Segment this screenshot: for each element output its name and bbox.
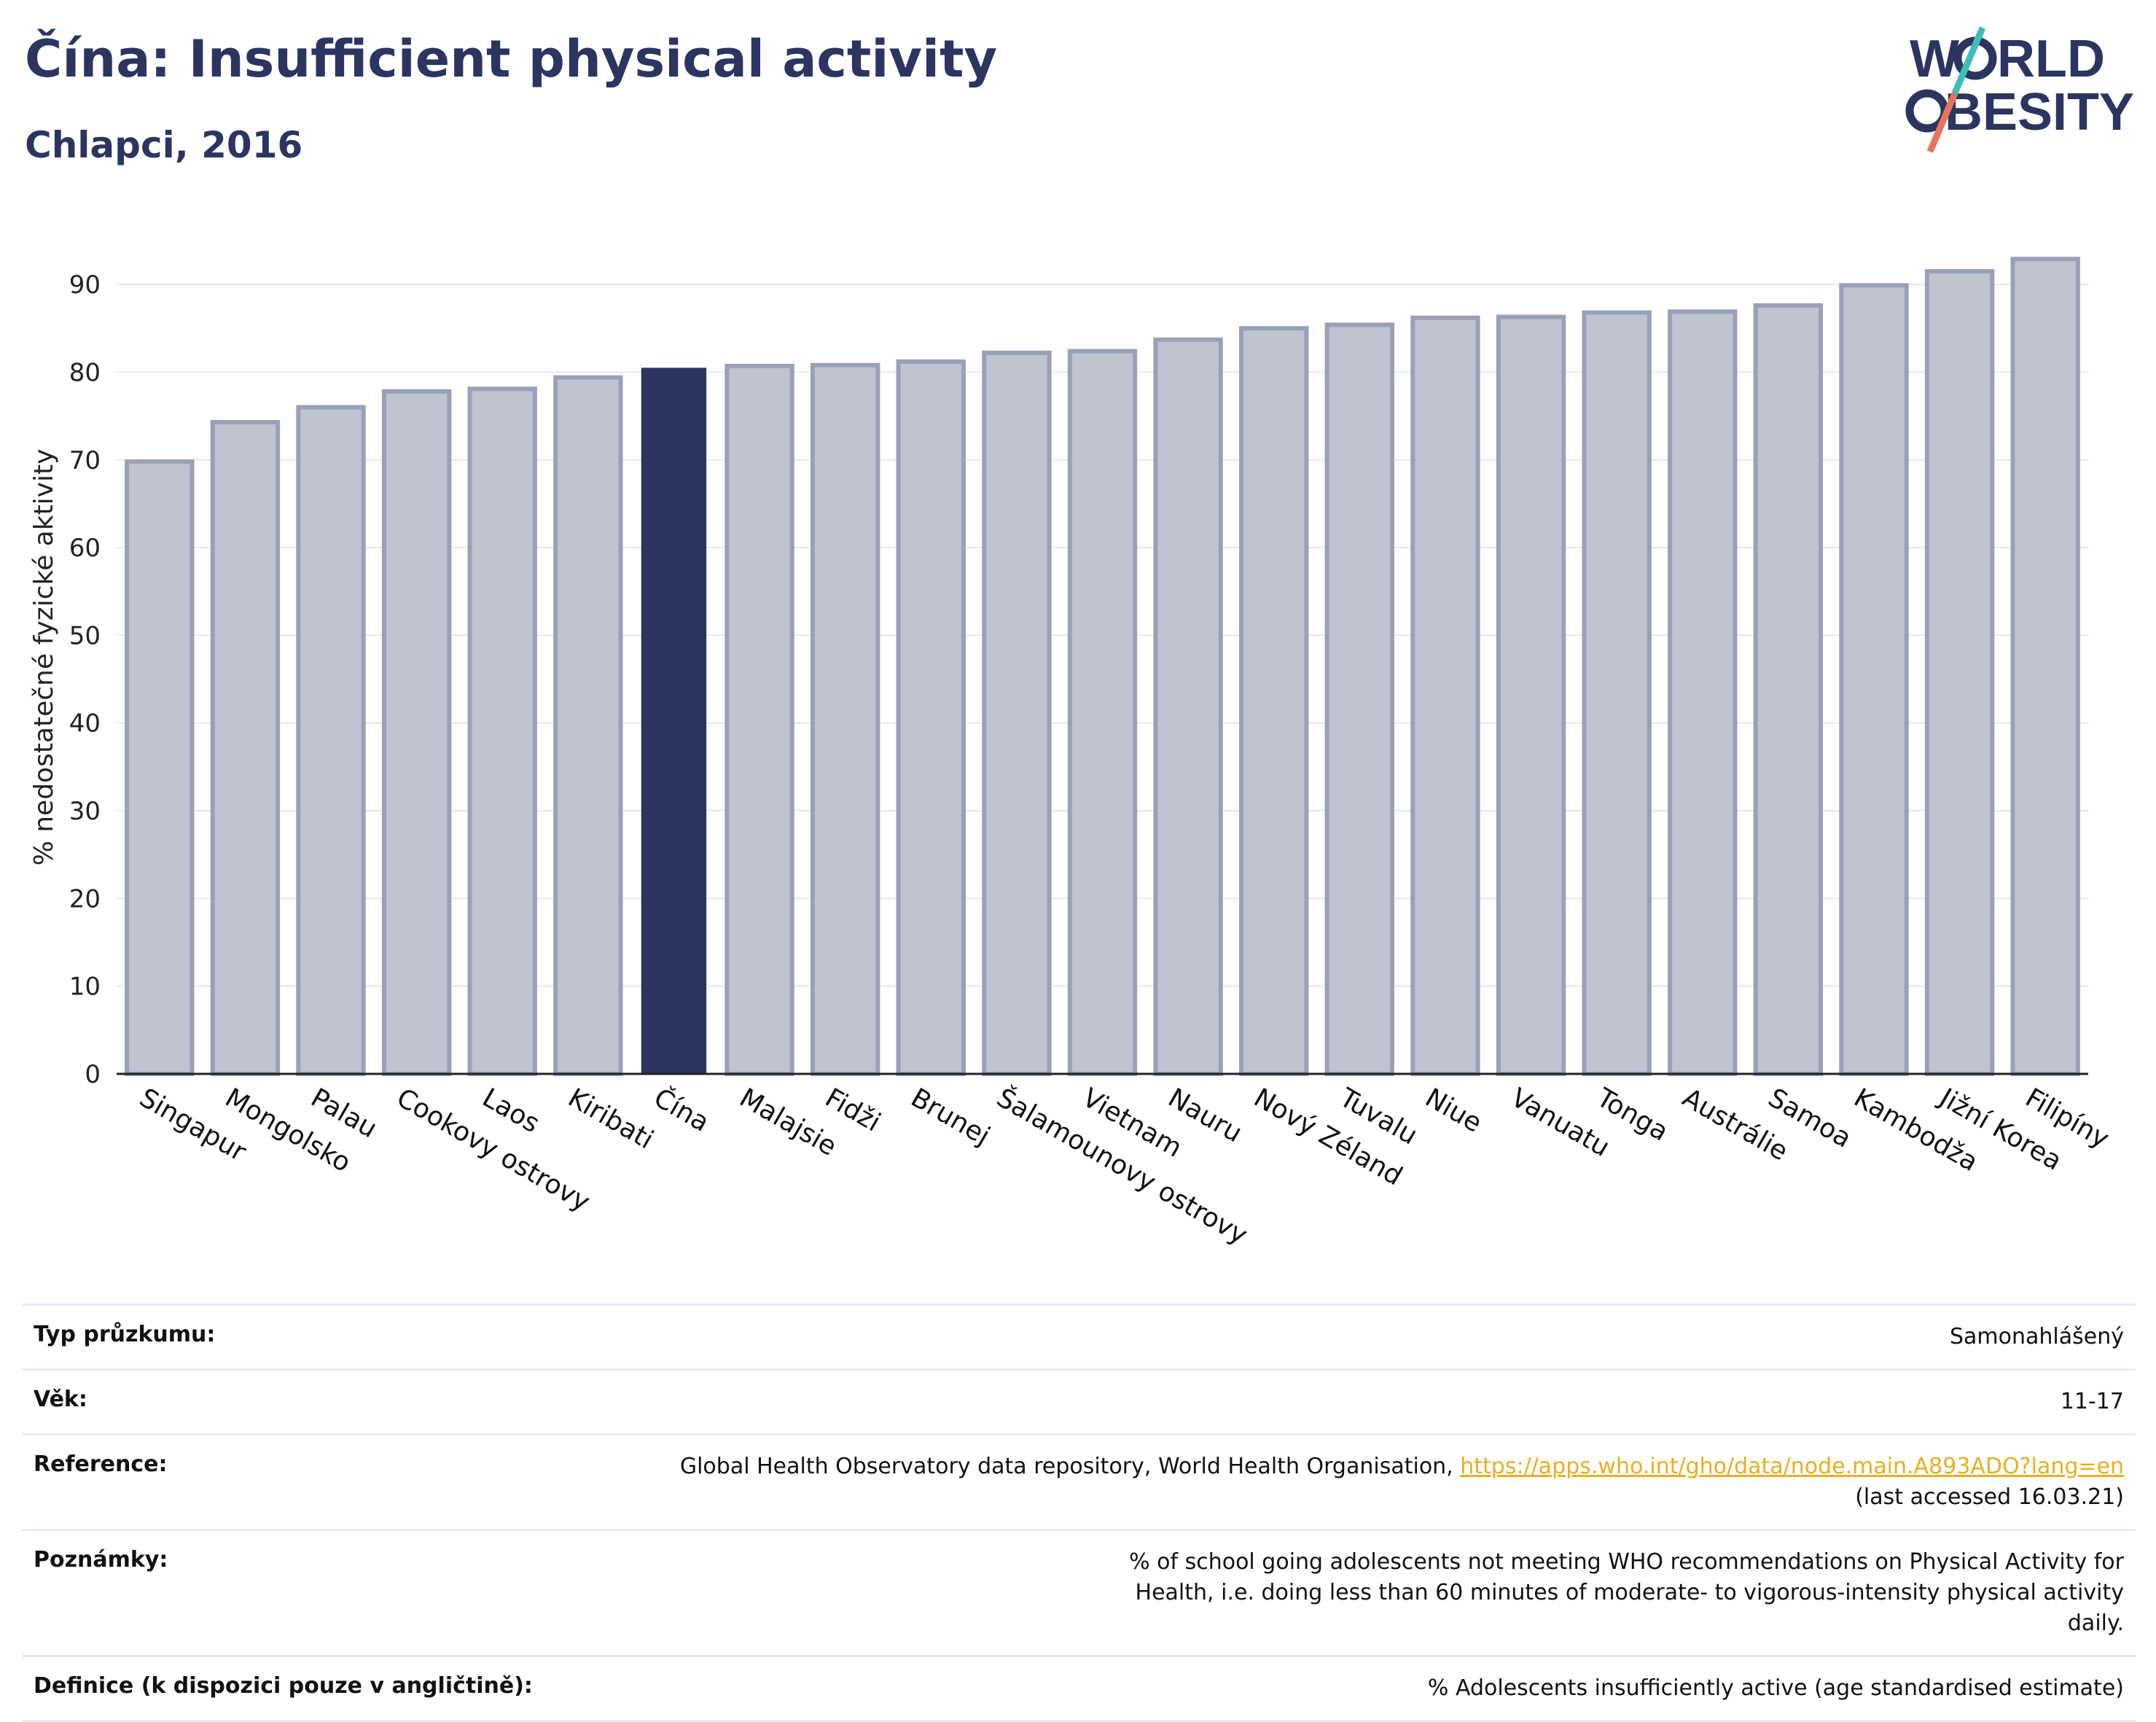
y-tick-label: 70 xyxy=(69,446,101,475)
meta-value: % of school going adolescents not meetin… xyxy=(555,1529,2136,1656)
page-subtitle: Chlapci, 2016 xyxy=(25,124,303,166)
reference-text: Global Health Observatory data repositor… xyxy=(679,1454,1461,1479)
world-obesity-logo: W RLD BESITY xyxy=(1905,26,2134,153)
y-tick-label: 80 xyxy=(69,358,101,387)
x-tick-label: Nový Zéland xyxy=(1249,1083,1407,1191)
svg-text:RLD: RLD xyxy=(1997,30,2105,88)
page-title: Čína: Insufficient physical activity xyxy=(25,29,998,89)
meta-row-survey-type: Typ průzkumu: Samonahlášený xyxy=(22,1304,2136,1370)
meta-value: Global Health Observatory data repositor… xyxy=(555,1433,2136,1530)
bar xyxy=(982,351,1052,1076)
bar-chart: 0 10 20 30 40 50 60 70 80 90 % nedostatečné fyzick… xyxy=(29,257,2114,1250)
meta-label: Poznámky: xyxy=(22,1529,555,1656)
bar xyxy=(1924,269,1995,1077)
y-axis-label: % nedostatečné fyzické aktivity xyxy=(29,449,59,866)
bar xyxy=(381,389,452,1076)
bar xyxy=(296,405,366,1076)
bar xyxy=(810,362,880,1076)
y-tick-label: 60 xyxy=(69,534,101,563)
meta-row-age: Věk: 11-17 xyxy=(22,1368,2136,1435)
svg-text:BESITY: BESITY xyxy=(1945,83,2134,141)
x-tick-label: Niue xyxy=(1420,1083,1486,1138)
meta-label: Věk: xyxy=(22,1368,555,1435)
y-tick-label: 0 xyxy=(85,1060,101,1089)
bar xyxy=(1496,314,1566,1077)
bar xyxy=(896,359,966,1077)
meta-value: Samonahlášený xyxy=(555,1304,2136,1370)
svg-text:W: W xyxy=(1910,30,1959,88)
meta-label: Reference: xyxy=(22,1433,555,1530)
reference-accessed: (last accessed 16.03.21) xyxy=(1855,1484,2124,1510)
bar xyxy=(1839,283,1909,1076)
bar xyxy=(1067,348,1138,1076)
bar xyxy=(1753,303,1824,1076)
x-tick-label: Brunej xyxy=(906,1083,995,1151)
meta-row-definition: Definice (k dispozici pouze v angličtině… xyxy=(22,1655,2136,1722)
meta-value: % Adolescents insufficiently active (age… xyxy=(555,1655,2136,1722)
metadata-table: Typ průzkumu: Samonahlášený Věk: 11-17 R… xyxy=(22,1304,2136,1722)
x-tick-label: Malajsie xyxy=(735,1083,842,1162)
bar xyxy=(641,367,707,1074)
meta-label: Definice (k dispozici pouze v angličtině… xyxy=(22,1655,555,1722)
meta-value: 11-17 xyxy=(555,1368,2136,1435)
y-tick-label: 90 xyxy=(69,270,101,300)
reference-link[interactable]: https://apps.who.int/gho/data/node.main.… xyxy=(1460,1454,2124,1479)
meta-row-reference: Reference: Global Health Observatory dat… xyxy=(22,1433,2136,1530)
bar xyxy=(1668,309,1738,1076)
bar xyxy=(1239,326,1309,1076)
bar xyxy=(1153,337,1223,1076)
bar xyxy=(1410,315,1480,1076)
x-tick-label: Vanuatu xyxy=(1506,1083,1614,1163)
bar xyxy=(724,364,794,1076)
y-tick-label: 40 xyxy=(69,709,101,739)
bar xyxy=(1582,310,1652,1076)
y-tick-label: 10 xyxy=(69,973,101,1002)
y-tick-label: 20 xyxy=(69,884,101,913)
x-tick-label: Čína xyxy=(649,1082,714,1137)
meta-row-notes: Poznámky: % of school going adolescents … xyxy=(22,1529,2136,1656)
x-tick-label: Kiribati xyxy=(563,1083,658,1155)
y-tick-label: 30 xyxy=(69,797,101,826)
bar xyxy=(2010,257,2080,1076)
bar xyxy=(210,420,281,1076)
y-tick-label: 50 xyxy=(69,621,101,650)
bar xyxy=(125,459,195,1076)
bar xyxy=(1324,322,1395,1076)
bar xyxy=(553,375,623,1076)
bar xyxy=(467,386,537,1076)
meta-label: Typ průzkumu: xyxy=(22,1304,555,1370)
